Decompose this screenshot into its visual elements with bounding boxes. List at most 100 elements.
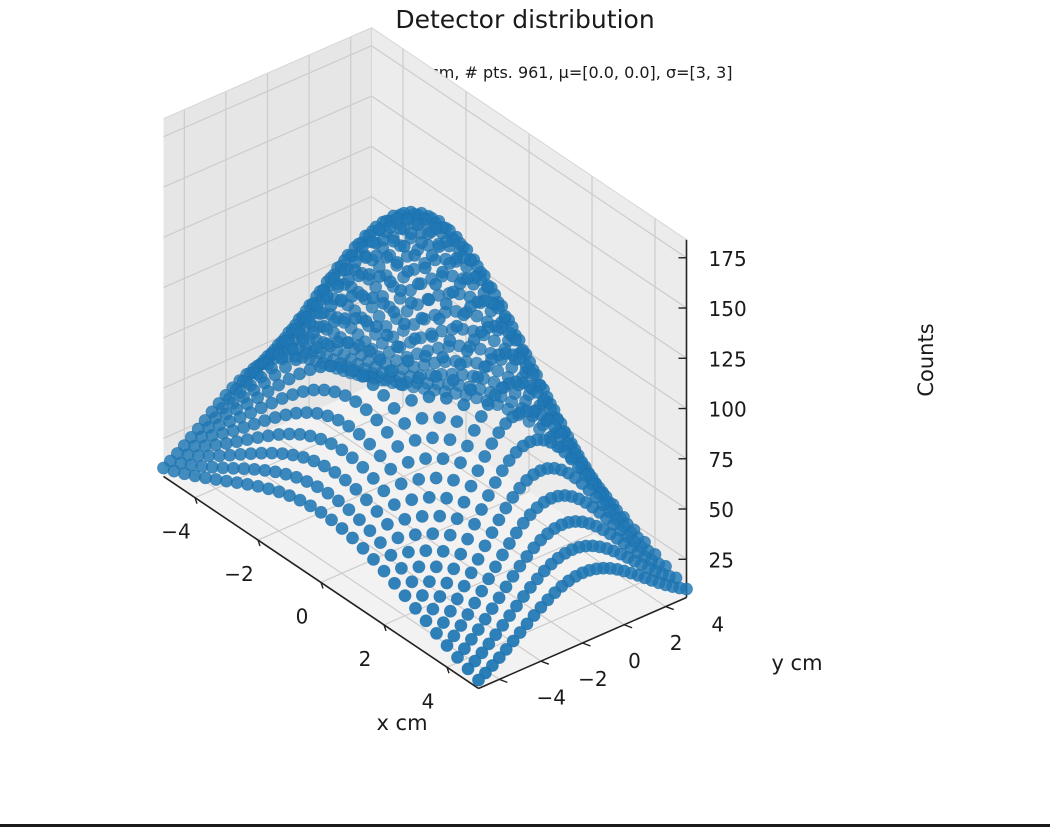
y-tick-label: 4: [711, 613, 724, 637]
scatter-point: [509, 445, 523, 459]
scatter-point: [488, 388, 502, 402]
scatter-point: [478, 360, 491, 374]
scatter-point: [440, 491, 453, 505]
scatter-point: [317, 459, 331, 473]
scatter-point: [520, 617, 534, 631]
scatter-point: [429, 277, 443, 291]
scatter-point: [321, 337, 334, 351]
x-tick-mark: [446, 667, 450, 674]
scatter-point: [307, 326, 320, 340]
scatter-point: [401, 264, 415, 278]
scatter-point: [373, 536, 387, 549]
scatter-point: [436, 350, 450, 364]
scatter-point: [464, 479, 478, 493]
scatter-point: [481, 398, 495, 411]
scatter-point: [401, 354, 415, 368]
scatter-point: [390, 256, 404, 269]
scatter-point: [373, 269, 387, 283]
scatter-point: [394, 221, 407, 235]
scatter-point: [471, 623, 485, 636]
scatter-point: [241, 477, 254, 491]
scatter-point: [405, 493, 419, 507]
scatter-point: [380, 250, 394, 264]
x-tick-mark: [320, 582, 324, 589]
scatter-point: [258, 463, 272, 477]
chart-subtitle: 10cm×10cm, # pts. 961, μ=[0.0, 0.0], σ=[…: [351, 63, 732, 82]
x-tick-label: −2: [224, 562, 253, 586]
scatter-point: [338, 473, 352, 487]
scatter-point: [510, 599, 523, 613]
scatter-point: [506, 634, 520, 648]
scatter-point: [485, 602, 499, 615]
scatter-point: [324, 299, 338, 313]
scatter-point: [425, 249, 439, 262]
scatter-point: [475, 503, 488, 516]
scatter-point: [331, 413, 345, 427]
scatter-point: [457, 308, 470, 322]
scatter-point: [488, 476, 502, 489]
scatter-point: [209, 473, 223, 486]
scatter-point: [478, 612, 492, 626]
grid-line-side-z: [163, 145, 372, 238]
scatter-point: [328, 314, 341, 328]
scatter-point: [370, 320, 383, 334]
scatter-point: [366, 291, 380, 305]
scatter-point: [377, 564, 391, 578]
scatter-point: [426, 431, 439, 445]
scatter-point: [460, 344, 474, 358]
grid-line-back-z: [371, 95, 687, 309]
scatter-point: [394, 284, 408, 297]
scatter-point: [450, 415, 464, 428]
z-tick-label: 150: [709, 297, 747, 321]
scatter-point: [436, 452, 450, 466]
scatter-point: [464, 633, 478, 646]
scatter-point: [331, 494, 345, 508]
scatter-point: [496, 548, 509, 562]
z-tick-label: 175: [709, 247, 747, 271]
scatter-point: [335, 443, 349, 457]
scatter-point: [499, 417, 512, 430]
scatter-point: [513, 626, 527, 639]
scatter-point: [520, 550, 534, 563]
scatter-point: [527, 541, 541, 555]
scatter-point: [422, 575, 436, 588]
scatter-point: [409, 601, 422, 615]
scatter-point: [310, 480, 324, 494]
scatter-point: [394, 561, 408, 575]
scatter-point: [513, 481, 527, 495]
scatter-point: [376, 296, 390, 310]
scatter-point: [391, 531, 405, 545]
z-tick-label: 25: [709, 548, 734, 572]
axes-lines: [163, 239, 688, 690]
scatter-point: [461, 608, 475, 621]
scatter-point: [352, 427, 366, 441]
scatter-point: [384, 548, 398, 562]
scatter-point: [527, 609, 541, 622]
scatter-point: [304, 499, 317, 513]
x-tick-mark: [383, 624, 387, 632]
x-tick-label: −4: [161, 520, 190, 544]
scatter-point: [412, 371, 425, 385]
scatter-point: [230, 435, 244, 449]
y-tick-mark: [665, 605, 674, 611]
scatter-point: [443, 528, 457, 542]
scatter-point: [419, 614, 433, 628]
scatter-point: [388, 576, 401, 590]
scatter-point: [443, 256, 456, 270]
scatter-point: [321, 486, 335, 500]
scatter-point: [464, 383, 478, 397]
scatter-point: [355, 289, 369, 302]
scatter-point: [293, 493, 307, 507]
scatter-point: [366, 235, 380, 249]
scatter-point: [401, 212, 414, 226]
scatter-point: [345, 364, 359, 377]
scatter-point: [471, 370, 485, 384]
scatter-point: [251, 479, 265, 493]
scatter-point: [415, 236, 428, 249]
scatter-point: [377, 388, 390, 402]
scatter-point: [422, 490, 436, 504]
scatter-point: [506, 569, 520, 583]
x-tick-label: 2: [359, 647, 372, 671]
scatter-point: [554, 427, 568, 441]
scatter-point: [380, 425, 394, 439]
